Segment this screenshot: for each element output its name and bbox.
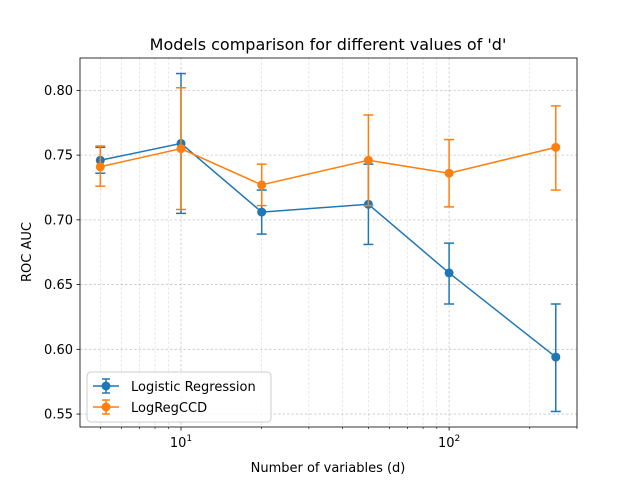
y-tick-label: 0.60	[44, 343, 73, 358]
data-point	[257, 207, 267, 217]
legend-swatch-marker	[101, 402, 111, 412]
plot-frame	[79, 57, 578, 428]
y-tick-label: 0.70	[44, 213, 73, 228]
data-point	[551, 142, 561, 152]
data-point	[444, 168, 454, 178]
x-axis-label: Number of variables (d)	[251, 461, 406, 476]
chart-title: Models comparison for different values o…	[150, 35, 507, 54]
data-point	[444, 268, 454, 278]
legend-entries: Logistic Regression LogRegCCD	[93, 378, 256, 416]
data-point	[176, 144, 186, 154]
data-point	[363, 155, 373, 165]
data-point	[95, 162, 105, 172]
legend-label: Logistic Regression	[131, 380, 256, 395]
grid-layer	[80, 58, 578, 427]
legend-box	[86, 371, 272, 423]
y-tick-label: 0.80	[44, 84, 73, 99]
series-1	[95, 87, 561, 211]
y-tick-label: 0.75	[44, 149, 73, 164]
legend-swatch-marker	[101, 381, 111, 391]
series-line	[100, 146, 556, 186]
series-line	[100, 142, 557, 358]
legend-label: LogRegCCD	[131, 401, 207, 416]
y-tick-label: 0.55	[44, 408, 73, 423]
legend-entry: Logistic Regression	[93, 378, 256, 395]
legend: Logistic Regression LogRegCCD	[86, 371, 272, 423]
data-point	[551, 352, 561, 362]
data-point	[257, 180, 267, 190]
legend-entry: LogRegCCD	[93, 399, 207, 416]
y-tick-label: 0.65	[44, 278, 73, 293]
y-axis-label: ROC AUC	[20, 222, 35, 282]
series-layer	[95, 72, 561, 413]
